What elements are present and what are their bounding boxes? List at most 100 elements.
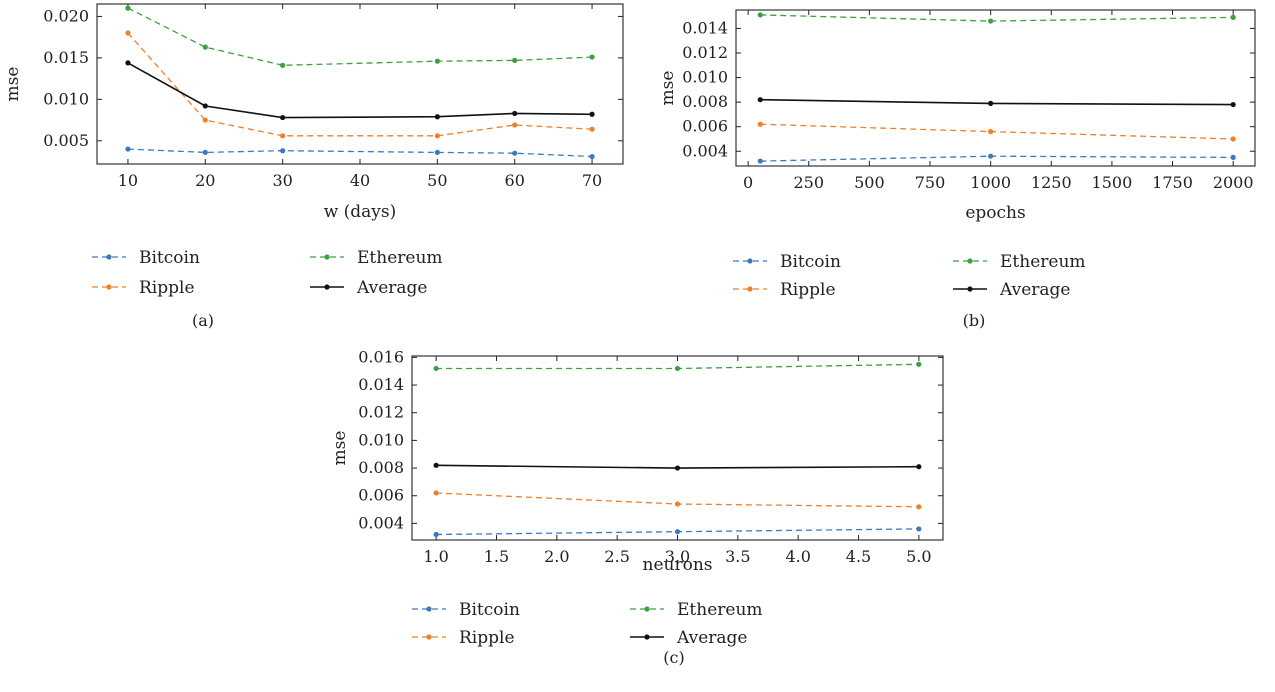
data-point-average	[125, 60, 131, 66]
legend-label: Ethereum	[357, 248, 443, 268]
y-tick-label: 0.008	[358, 458, 404, 477]
data-point-bitcoin	[280, 148, 286, 154]
legend-marker	[324, 284, 330, 290]
x-tick-label: 3.0	[665, 547, 690, 566]
data-point-average	[589, 111, 595, 117]
x-tick-label: 1500	[1092, 173, 1133, 192]
legend-item-bitcoin: Bitcoin	[733, 252, 841, 272]
data-point-bitcoin	[125, 146, 131, 152]
data-point-ripple	[512, 122, 518, 128]
legend-item-average: Average	[953, 280, 1070, 300]
x-tick-label: 30	[272, 171, 292, 190]
data-point-ripple	[757, 121, 763, 127]
y-tick-label: 0.004	[682, 141, 728, 160]
data-point-bitcoin	[674, 529, 681, 535]
y-tick-label: 0.010	[682, 68, 728, 87]
panel-caption: (b)	[963, 311, 986, 330]
data-point-bitcoin	[433, 531, 439, 538]
legend-item-ripple: Ripple	[412, 628, 515, 648]
y-tick-label: 0.004	[358, 513, 404, 532]
legend-marker	[106, 284, 112, 290]
data-point-ripple	[280, 133, 286, 139]
data-point-ripple	[916, 504, 922, 510]
x-tick-label: 40	[350, 171, 370, 190]
data-point-bitcoin	[757, 158, 763, 164]
y-axis-label: mse	[330, 431, 350, 466]
x-tick-label: 2.0	[544, 547, 569, 566]
x-tick-label: 250	[793, 173, 824, 192]
legend-marker	[967, 258, 973, 264]
data-point-average	[434, 114, 440, 120]
legend-marker	[106, 254, 112, 260]
series-line-ripple	[760, 123, 1234, 140]
x-axis-label: epochs	[965, 203, 1025, 223]
x-tick-label: 70	[582, 171, 602, 190]
legend-label: Ethereum	[1000, 252, 1086, 272]
legend-label: Ripple	[459, 628, 515, 648]
legend-label: Ripple	[780, 280, 836, 300]
legend-marker	[967, 286, 973, 292]
data-point-average	[280, 114, 286, 121]
data-point-ripple	[674, 501, 681, 507]
chart-panel-c: 1.0 1.5 2.0 2.5 3.0 3.5 4.0 4.5 5.0 0.004 0.006 0.0…	[330, 347, 944, 667]
data-point-ethereum	[589, 54, 595, 60]
y-tick-label: 0.014	[358, 375, 404, 394]
x-tick-label: 5.0	[906, 547, 931, 566]
data-point-ripple	[125, 30, 131, 36]
x-tick-label: 750	[915, 173, 946, 192]
x-tick-label: 50	[427, 171, 447, 190]
y-tick-label: 0.006	[358, 486, 404, 505]
data-point-average	[674, 465, 681, 471]
legend-item-average: Average	[310, 278, 427, 298]
y-tick-label: 0.015	[43, 48, 89, 67]
y-tick-label: 0.012	[682, 43, 728, 62]
data-point-ethereum	[125, 5, 131, 11]
plot-frame	[96, 3, 624, 165]
data-point-ethereum	[434, 58, 440, 64]
y-tick-label: 0.010	[43, 89, 89, 108]
legend-label: Average	[676, 628, 747, 648]
x-tick-label: 20	[195, 171, 215, 190]
legend-label: Ripple	[139, 278, 195, 298]
data-point-average	[1230, 101, 1236, 108]
data-point-ripple	[433, 490, 439, 496]
legend-item-average: Average	[630, 628, 747, 648]
x-axis-label: w (days)	[324, 202, 397, 222]
x-tick-label: 2000	[1213, 173, 1254, 192]
data-point-bitcoin	[512, 150, 518, 156]
data-point-average	[202, 103, 208, 109]
series-line-ethereum	[760, 14, 1234, 22]
legend-marker	[426, 634, 432, 640]
data-point-ethereum	[512, 57, 518, 63]
x-tick-label: 4.0	[785, 547, 810, 566]
panel-caption: (a)	[192, 311, 214, 330]
y-tick-label: 0.020	[43, 6, 89, 25]
legend-marker	[426, 606, 432, 612]
x-tick-label: 3.5	[725, 547, 750, 566]
data-point-ripple	[434, 133, 440, 139]
series-line-average	[760, 98, 1234, 106]
y-tick-label: 0.010	[358, 430, 404, 449]
y-tick-label: 0.005	[43, 131, 89, 150]
x-tick-label: 1.0	[423, 547, 448, 566]
y-tick-label: 0.016	[358, 347, 404, 366]
data-point-ethereum	[202, 44, 208, 50]
data-point-ripple	[1230, 136, 1236, 142]
data-point-average	[988, 100, 994, 106]
data-point-ripple	[589, 126, 595, 132]
legend-label: Average	[999, 280, 1070, 300]
legend-item-ripple: Ripple	[733, 280, 836, 300]
x-tick-label: 1250	[1031, 173, 1072, 192]
data-point-ethereum	[988, 18, 994, 24]
data-point-average	[512, 110, 518, 117]
data-point-ethereum	[433, 365, 439, 372]
legend-marker	[324, 254, 330, 260]
legend-marker	[644, 606, 650, 612]
data-point-bitcoin	[202, 149, 208, 155]
legend-label: Average	[356, 278, 427, 298]
legend-label: Bitcoin	[780, 252, 841, 272]
series-line-ripple	[127, 32, 593, 137]
legend-item-ethereum: Ethereum	[630, 600, 763, 620]
